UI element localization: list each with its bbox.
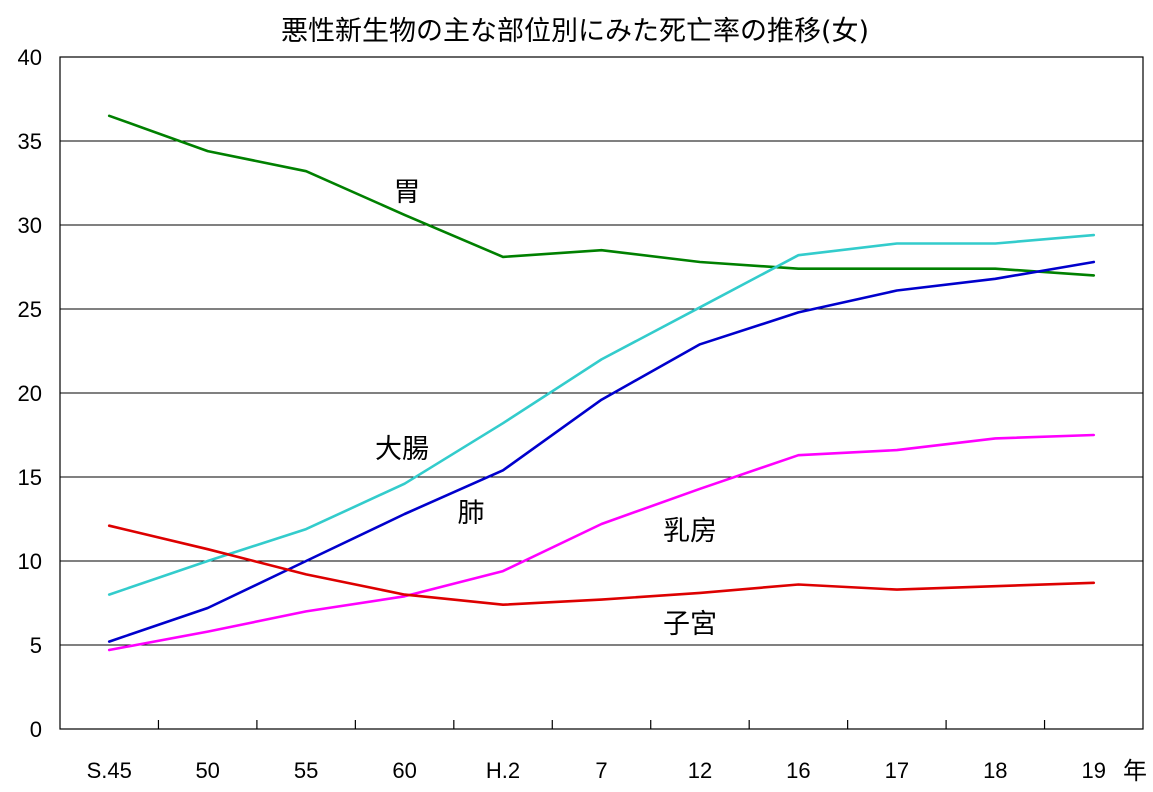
y-tick-label: 0: [30, 717, 42, 742]
y-tick-label: 25: [18, 297, 42, 322]
plot-area: [59, 56, 1144, 730]
x-tick-label: 50: [195, 758, 219, 783]
chart-title: 悪性新生物の主な部位別にみた死亡率の推移(女): [281, 16, 869, 47]
y-tick-label: 15: [18, 465, 42, 490]
series-label: 乳房: [663, 516, 717, 547]
series-label: 子宮: [663, 609, 717, 640]
y-tick-label: 35: [18, 129, 42, 154]
y-tick-label: 30: [18, 213, 42, 238]
y-tick-label: 40: [18, 45, 42, 70]
y-tick-label: 10: [18, 549, 42, 574]
series-line-0: [107, 114, 1096, 277]
series-line-3: [107, 433, 1096, 652]
x-tick-label: H.2: [486, 758, 520, 783]
y-tick-label: 20: [18, 381, 42, 406]
x-tick-label: 60: [392, 758, 416, 783]
x-tick-label: 12: [688, 758, 712, 783]
series-lines: [107, 114, 1096, 652]
x-tick-label: 18: [983, 758, 1007, 783]
x-axis-ticks: S.45 50 55 60 H.2 7 12 16 17 18 19: [87, 720, 1106, 783]
x-tick-label: S.45: [87, 758, 132, 783]
series-line-4: [107, 524, 1096, 607]
gridlines: [60, 140, 1143, 646]
series-line-2: [107, 260, 1096, 643]
x-axis-unit-label: 年: [1123, 757, 1147, 785]
y-tick-label: 5: [30, 633, 42, 658]
x-tick-label: 7: [595, 758, 607, 783]
series-label: 大腸: [375, 434, 429, 465]
x-tick-label: 16: [786, 758, 810, 783]
x-tick-label: 19: [1082, 758, 1106, 783]
y-axis-tick-labels: 0 5 10 15 20 25 30 35 40: [18, 45, 42, 742]
series-line-1: [107, 233, 1096, 596]
x-tick-label: 55: [294, 758, 318, 783]
x-tick-label: 17: [885, 758, 909, 783]
series-label: 肺: [458, 498, 485, 529]
series-label: 胃: [394, 177, 421, 208]
